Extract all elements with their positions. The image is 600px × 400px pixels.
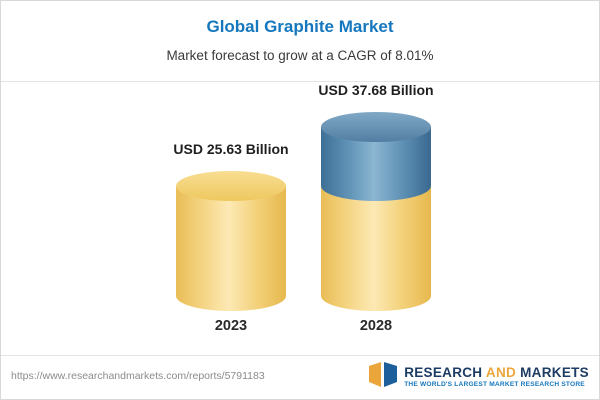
header-divider [1,81,599,82]
value-label-2028: USD 37.68 Billion [318,82,434,99]
cylinder-top-cap [176,171,286,202]
cylinder-2028-base-segment [321,186,431,311]
brand-logo: RESEARCH AND MARKETS THE WORLD'S LARGEST… [368,361,589,393]
chart-title: Global Graphite Market [206,17,394,36]
value-label-2023: USD 25.63 Billion [173,141,289,158]
brand-name: RESEARCH AND MARKETS [404,365,589,381]
brand-logo-mark [368,361,398,393]
footer-divider [1,355,599,356]
brand-word-markets: MARKETS [520,365,589,381]
cylinder-2023 [176,171,286,311]
cylinder-top-cap [321,112,431,143]
report-url: https://www.researchandmarkets.com/repor… [11,370,265,382]
brand-text: RESEARCH AND MARKETS THE WORLD'S LARGEST… [404,365,589,388]
chart-subtitle: Market forecast to grow at a CAGR of 8.0… [166,48,434,63]
brand-tagline: THE WORLD'S LARGEST MARKET RESEARCH STOR… [404,380,585,388]
category-label-2023: 2023 [214,318,248,334]
brand-word-and: AND [485,365,517,381]
brand-word-research: RESEARCH [404,365,483,381]
cylinder-2028-growth-segment [321,112,431,202]
category-label-2028: 2028 [359,318,393,334]
